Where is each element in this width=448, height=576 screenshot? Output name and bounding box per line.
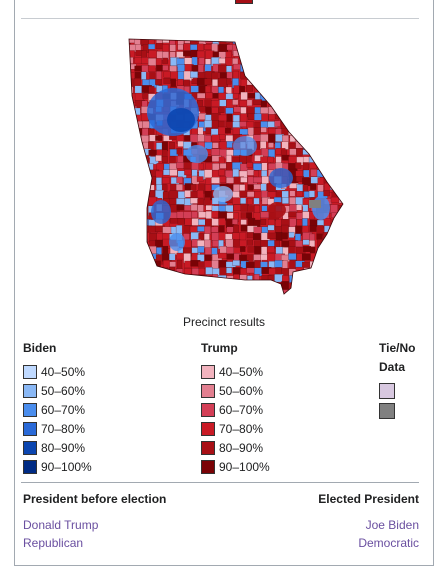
trump-range-label: 70–80%: [219, 422, 264, 436]
trump-swatch: [201, 384, 215, 398]
footer-divider: [21, 482, 419, 483]
trump-swatch: [201, 460, 215, 474]
joe-biden-link[interactable]: Joe Biden: [365, 518, 419, 532]
previous-legend-swatch: [235, 0, 253, 4]
trump-legend-row: 40–50%: [201, 365, 263, 379]
before-election-label: President before election: [23, 492, 167, 506]
donald-trump-link[interactable]: Donald Trump: [23, 518, 99, 532]
trump-legend-row: 60–70%: [201, 403, 263, 417]
trump-legend-row: 90–100%: [201, 460, 270, 474]
trump-legend-row: 70–80%: [201, 422, 263, 436]
no-data-swatch: [379, 403, 395, 419]
trump-swatch: [201, 365, 215, 379]
trump-range-label: 40–50%: [219, 365, 264, 379]
biden-legend-row: 60–70%: [23, 403, 85, 417]
tie-swatch: [379, 383, 395, 399]
republican-link[interactable]: Republican: [23, 536, 84, 550]
election-infobox: Precinct results Biden Trump Tie/No Data…: [14, 0, 434, 566]
biden-swatch: [23, 403, 37, 417]
biden-range-label: 70–80%: [41, 422, 86, 436]
biden-swatch: [23, 422, 37, 436]
biden-legend-row: 80–90%: [23, 441, 85, 455]
trump-legend-row: 80–90%: [201, 441, 263, 455]
map-caption: Precinct results: [182, 315, 266, 329]
biden-range-label: 40–50%: [41, 365, 86, 379]
biden-range-label: 50–60%: [41, 384, 86, 398]
trump-range-label: 60–70%: [219, 403, 264, 417]
trump-swatch: [201, 403, 215, 417]
state-outline: [128, 38, 344, 295]
biden-range-label: 90–100%: [41, 460, 92, 474]
biden-legend-row: 50–60%: [23, 384, 85, 398]
trump-range-label: 90–100%: [219, 460, 270, 474]
elected-president-label: Elected President: [318, 492, 419, 506]
legend-tie-title-2: Data: [379, 360, 406, 374]
biden-range-label: 60–70%: [41, 403, 86, 417]
legend-trump-title: Trump: [201, 341, 238, 355]
trump-range-label: 80–90%: [219, 441, 264, 455]
biden-swatch: [23, 460, 37, 474]
trump-swatch: [201, 441, 215, 455]
georgia-precinct-map[interactable]: [113, 36, 353, 298]
biden-swatch: [23, 384, 37, 398]
legend-biden-title: Biden: [23, 341, 57, 355]
biden-legend-row: 70–80%: [23, 422, 85, 436]
section-divider: [21, 18, 419, 19]
legend-tie-title: Tie/No: [379, 341, 416, 355]
trump-legend-row: 50–60%: [201, 384, 263, 398]
democratic-link[interactable]: Democratic: [358, 536, 419, 550]
trump-swatch: [201, 422, 215, 436]
biden-range-label: 80–90%: [41, 441, 86, 455]
biden-swatch: [23, 365, 37, 379]
trump-range-label: 50–60%: [219, 384, 264, 398]
biden-legend-row: 40–50%: [23, 365, 85, 379]
biden-swatch: [23, 441, 37, 455]
precinct-map-svg: [128, 38, 344, 295]
biden-legend-row: 90–100%: [23, 460, 92, 474]
